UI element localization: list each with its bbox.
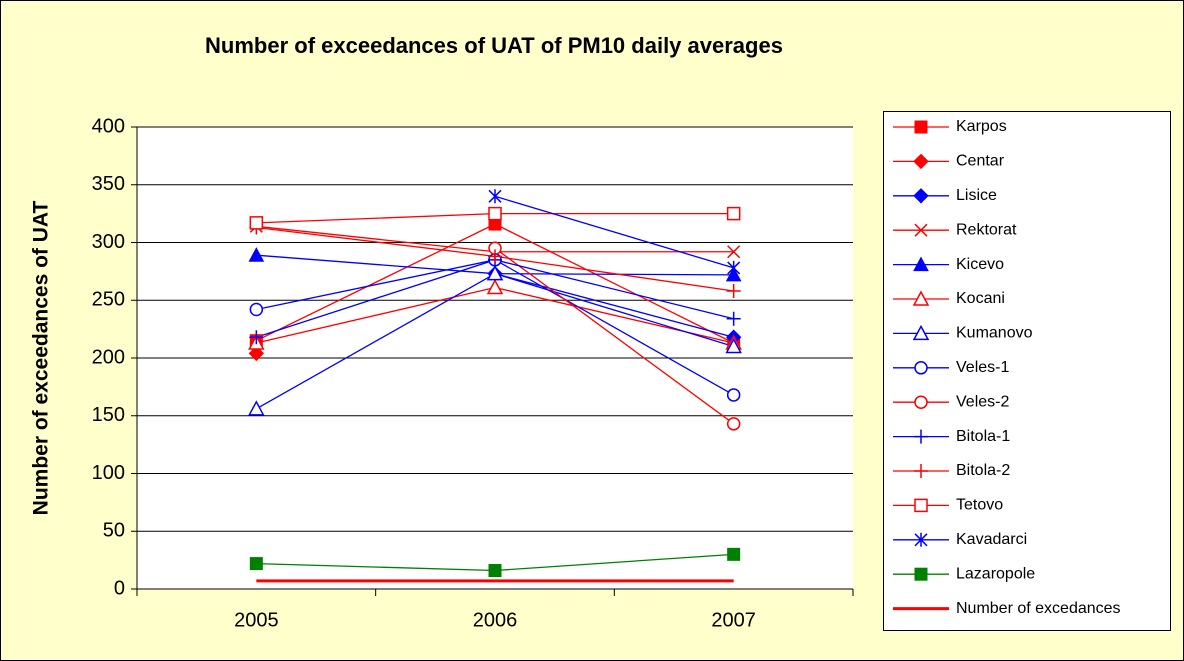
marker <box>488 206 502 221</box>
marker <box>726 311 741 326</box>
legend-marker <box>914 361 928 375</box>
marker <box>249 330 264 345</box>
marker <box>488 564 502 578</box>
marker <box>488 189 502 204</box>
marker <box>488 249 502 264</box>
legend-label: Number of excedances <box>956 600 1121 617</box>
marker <box>249 216 264 230</box>
marker <box>248 345 265 362</box>
legend-marker <box>914 498 928 513</box>
legend-label: Kocani <box>956 290 1005 307</box>
y-axis-title: Number of exceedances of UAT <box>30 200 53 515</box>
marker <box>726 417 741 431</box>
series-line <box>494 247 735 425</box>
legend <box>883 111 1171 631</box>
x-tick-label: 2007 <box>711 609 756 631</box>
y-tick-label: 300 <box>92 231 125 253</box>
y-tick-label: 350 <box>92 173 125 195</box>
marker <box>248 247 265 262</box>
marker <box>726 388 741 402</box>
legend-entries: Karpos Centar Lisice Rektorat Kicevo Kocani Ku… <box>893 118 1121 617</box>
legend-marker <box>914 429 928 444</box>
y-tick-label: 0 <box>114 577 125 599</box>
y-tick-label: 150 <box>92 404 125 426</box>
legend-label: Kicevo <box>956 256 1004 273</box>
legend-label: Lisice <box>956 187 997 204</box>
x-tick-label: 2005 <box>234 609 279 631</box>
marker <box>486 265 504 281</box>
marker <box>726 284 741 299</box>
legend-label: Kavadarci <box>956 531 1027 548</box>
legend-label: Kumanovo <box>956 325 1033 342</box>
legend-marker <box>913 153 929 170</box>
y-tick-label: 250 <box>92 289 125 311</box>
legend-label: Rektorat <box>956 221 1017 238</box>
legend-label: Lazaropole <box>956 565 1035 582</box>
marker <box>248 400 265 416</box>
series-line <box>494 273 734 338</box>
marker <box>727 547 741 561</box>
y-tick-label: 50 <box>103 520 125 542</box>
legend-marker <box>914 395 928 409</box>
series-line <box>494 195 734 269</box>
legend-label: Centar <box>956 153 1005 170</box>
legend-label: Bitola-2 <box>956 462 1010 479</box>
marker <box>249 302 264 317</box>
series-lines <box>248 189 742 583</box>
legend-marker <box>914 223 928 237</box>
marker <box>249 557 263 571</box>
legend-marker <box>913 188 929 204</box>
y-tick-label: 400 <box>92 115 125 137</box>
legend-label: Veles-1 <box>956 359 1009 376</box>
legend-label: Karpos <box>956 118 1007 135</box>
legend-marker <box>914 464 928 478</box>
legend-label: Tetovo <box>956 497 1003 514</box>
legend-marker <box>914 120 928 134</box>
marker <box>725 337 742 354</box>
marker <box>726 206 741 221</box>
legend-marker <box>914 532 928 547</box>
legend-label: Bitola-1 <box>956 428 1010 445</box>
chart-title: Number of exceedances of UAT of PM10 dai… <box>205 33 783 58</box>
legend-marker <box>912 290 930 306</box>
legend-label: Veles-2 <box>956 393 1009 410</box>
marker <box>727 245 741 259</box>
grid: 0 50 100 150 200 250 300 350 400 2005 2006 2007 <box>92 115 854 631</box>
marker <box>486 278 504 295</box>
y-tick-label: 100 <box>92 462 125 484</box>
y-tick-label: 200 <box>92 346 125 368</box>
x-tick-label: 2006 <box>473 609 518 631</box>
marker <box>727 260 741 275</box>
legend-marker <box>914 567 928 581</box>
legend-marker <box>912 324 930 341</box>
legend-marker <box>913 256 929 272</box>
